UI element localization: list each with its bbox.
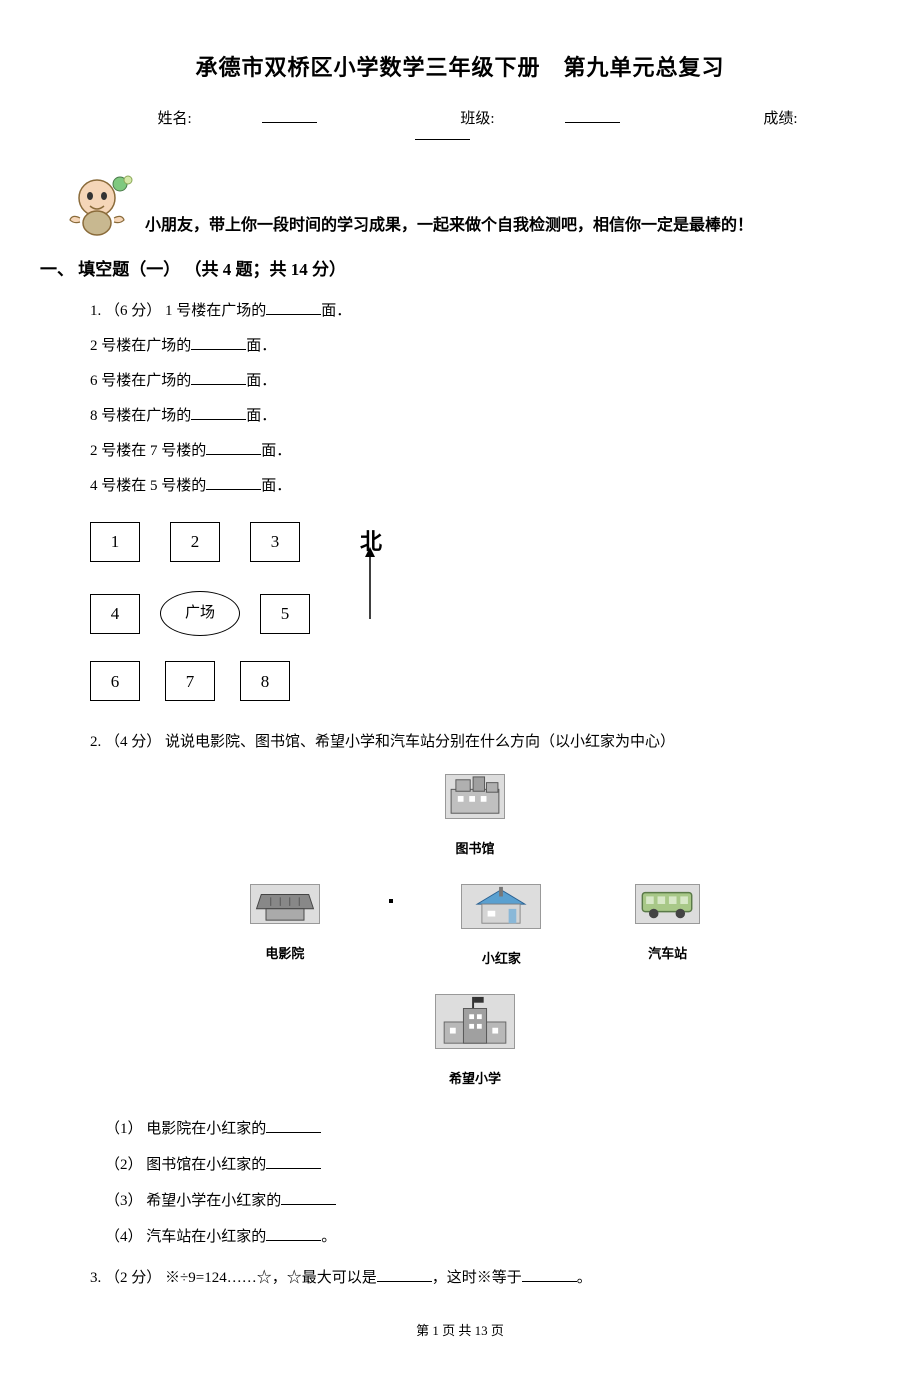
bus-icon bbox=[635, 884, 700, 924]
oval-plaza: 广场 bbox=[160, 591, 240, 636]
q2-sub2: （2） 图书馆在小红家的 bbox=[105, 1149, 860, 1182]
q2-sub1: （1） 电影院在小红家的 bbox=[105, 1113, 860, 1146]
q1-line1: 1. （6 分） 1 号楼在广场的面． bbox=[90, 295, 860, 328]
box-7: 7 bbox=[165, 661, 215, 701]
q3-line: 3. （2 分） ※÷9=124……☆，☆最大可以是，这时※等于。 bbox=[90, 1262, 860, 1295]
box-2: 2 bbox=[170, 522, 220, 562]
bus-image: 汽车站 bbox=[635, 884, 700, 969]
q1-line6: 4 号楼在 5 号楼的面． bbox=[90, 470, 860, 503]
box-6: 6 bbox=[90, 661, 140, 701]
q1-line2: 2 号楼在广场的面． bbox=[90, 330, 860, 363]
center-dot bbox=[389, 899, 393, 903]
home-image: 小红家 bbox=[461, 884, 541, 974]
mascot-icon bbox=[60, 170, 135, 240]
library-image: 图书馆 bbox=[445, 774, 505, 864]
q2-sub3: （3） 希望小学在小红家的 bbox=[105, 1185, 860, 1218]
greeting-text: 小朋友，带上你一段时间的学习成果，一起来做个自我检测吧，相信你一定是最棒的！ bbox=[145, 211, 753, 240]
north-arrow-icon bbox=[360, 544, 380, 624]
diagram-q1: 1 2 3 北 4 广场 5 6 7 8 bbox=[90, 518, 860, 701]
box-4: 4 bbox=[90, 594, 140, 634]
q2-text: 2. （4 分） 说说电影院、图书馆、希望小学和汽车站分别在什么方向（以小红家为… bbox=[90, 726, 860, 759]
page-footer: 第 1 页 共 13 页 bbox=[60, 1320, 860, 1339]
q2-sub4: （4） 汽车站在小红家的。 bbox=[105, 1221, 860, 1254]
q1-line3: 6 号楼在广场的面． bbox=[90, 365, 860, 398]
page-title: 承德市双桥区小学数学三年级下册 第九单元总复习 bbox=[60, 50, 860, 82]
q1-line5: 2 号楼在 7 号楼的面． bbox=[90, 435, 860, 468]
box-1: 1 bbox=[90, 522, 140, 562]
name-label: 姓名: bbox=[122, 111, 351, 127]
mascot-row: 小朋友，带上你一段时间的学习成果，一起来做个自我检测吧，相信你一定是最棒的！ bbox=[60, 170, 860, 240]
box-5: 5 bbox=[260, 594, 310, 634]
cinema-image: 电影院 bbox=[250, 884, 320, 969]
school-icon bbox=[435, 994, 515, 1049]
cinema-icon bbox=[250, 884, 320, 924]
section-header: 一、 填空题（一） （共 4 题；共 14 分） bbox=[40, 255, 860, 280]
library-icon bbox=[445, 774, 505, 819]
school-image: 希望小学 bbox=[435, 994, 515, 1094]
box-3: 3 bbox=[250, 522, 300, 562]
name-row: 姓名: 班级: 成绩: bbox=[60, 107, 860, 145]
q2-images: 图书馆 电影院 bbox=[90, 774, 860, 1093]
q1-line4: 8 号楼在广场的面． bbox=[90, 400, 860, 433]
question-1: 1. （6 分） 1 号楼在广场的面． 2 号楼在广场的面． 6 号楼在广场的面… bbox=[90, 295, 860, 1295]
home-icon bbox=[461, 884, 541, 929]
class-label: 班级: bbox=[425, 111, 654, 127]
box-8: 8 bbox=[240, 661, 290, 701]
